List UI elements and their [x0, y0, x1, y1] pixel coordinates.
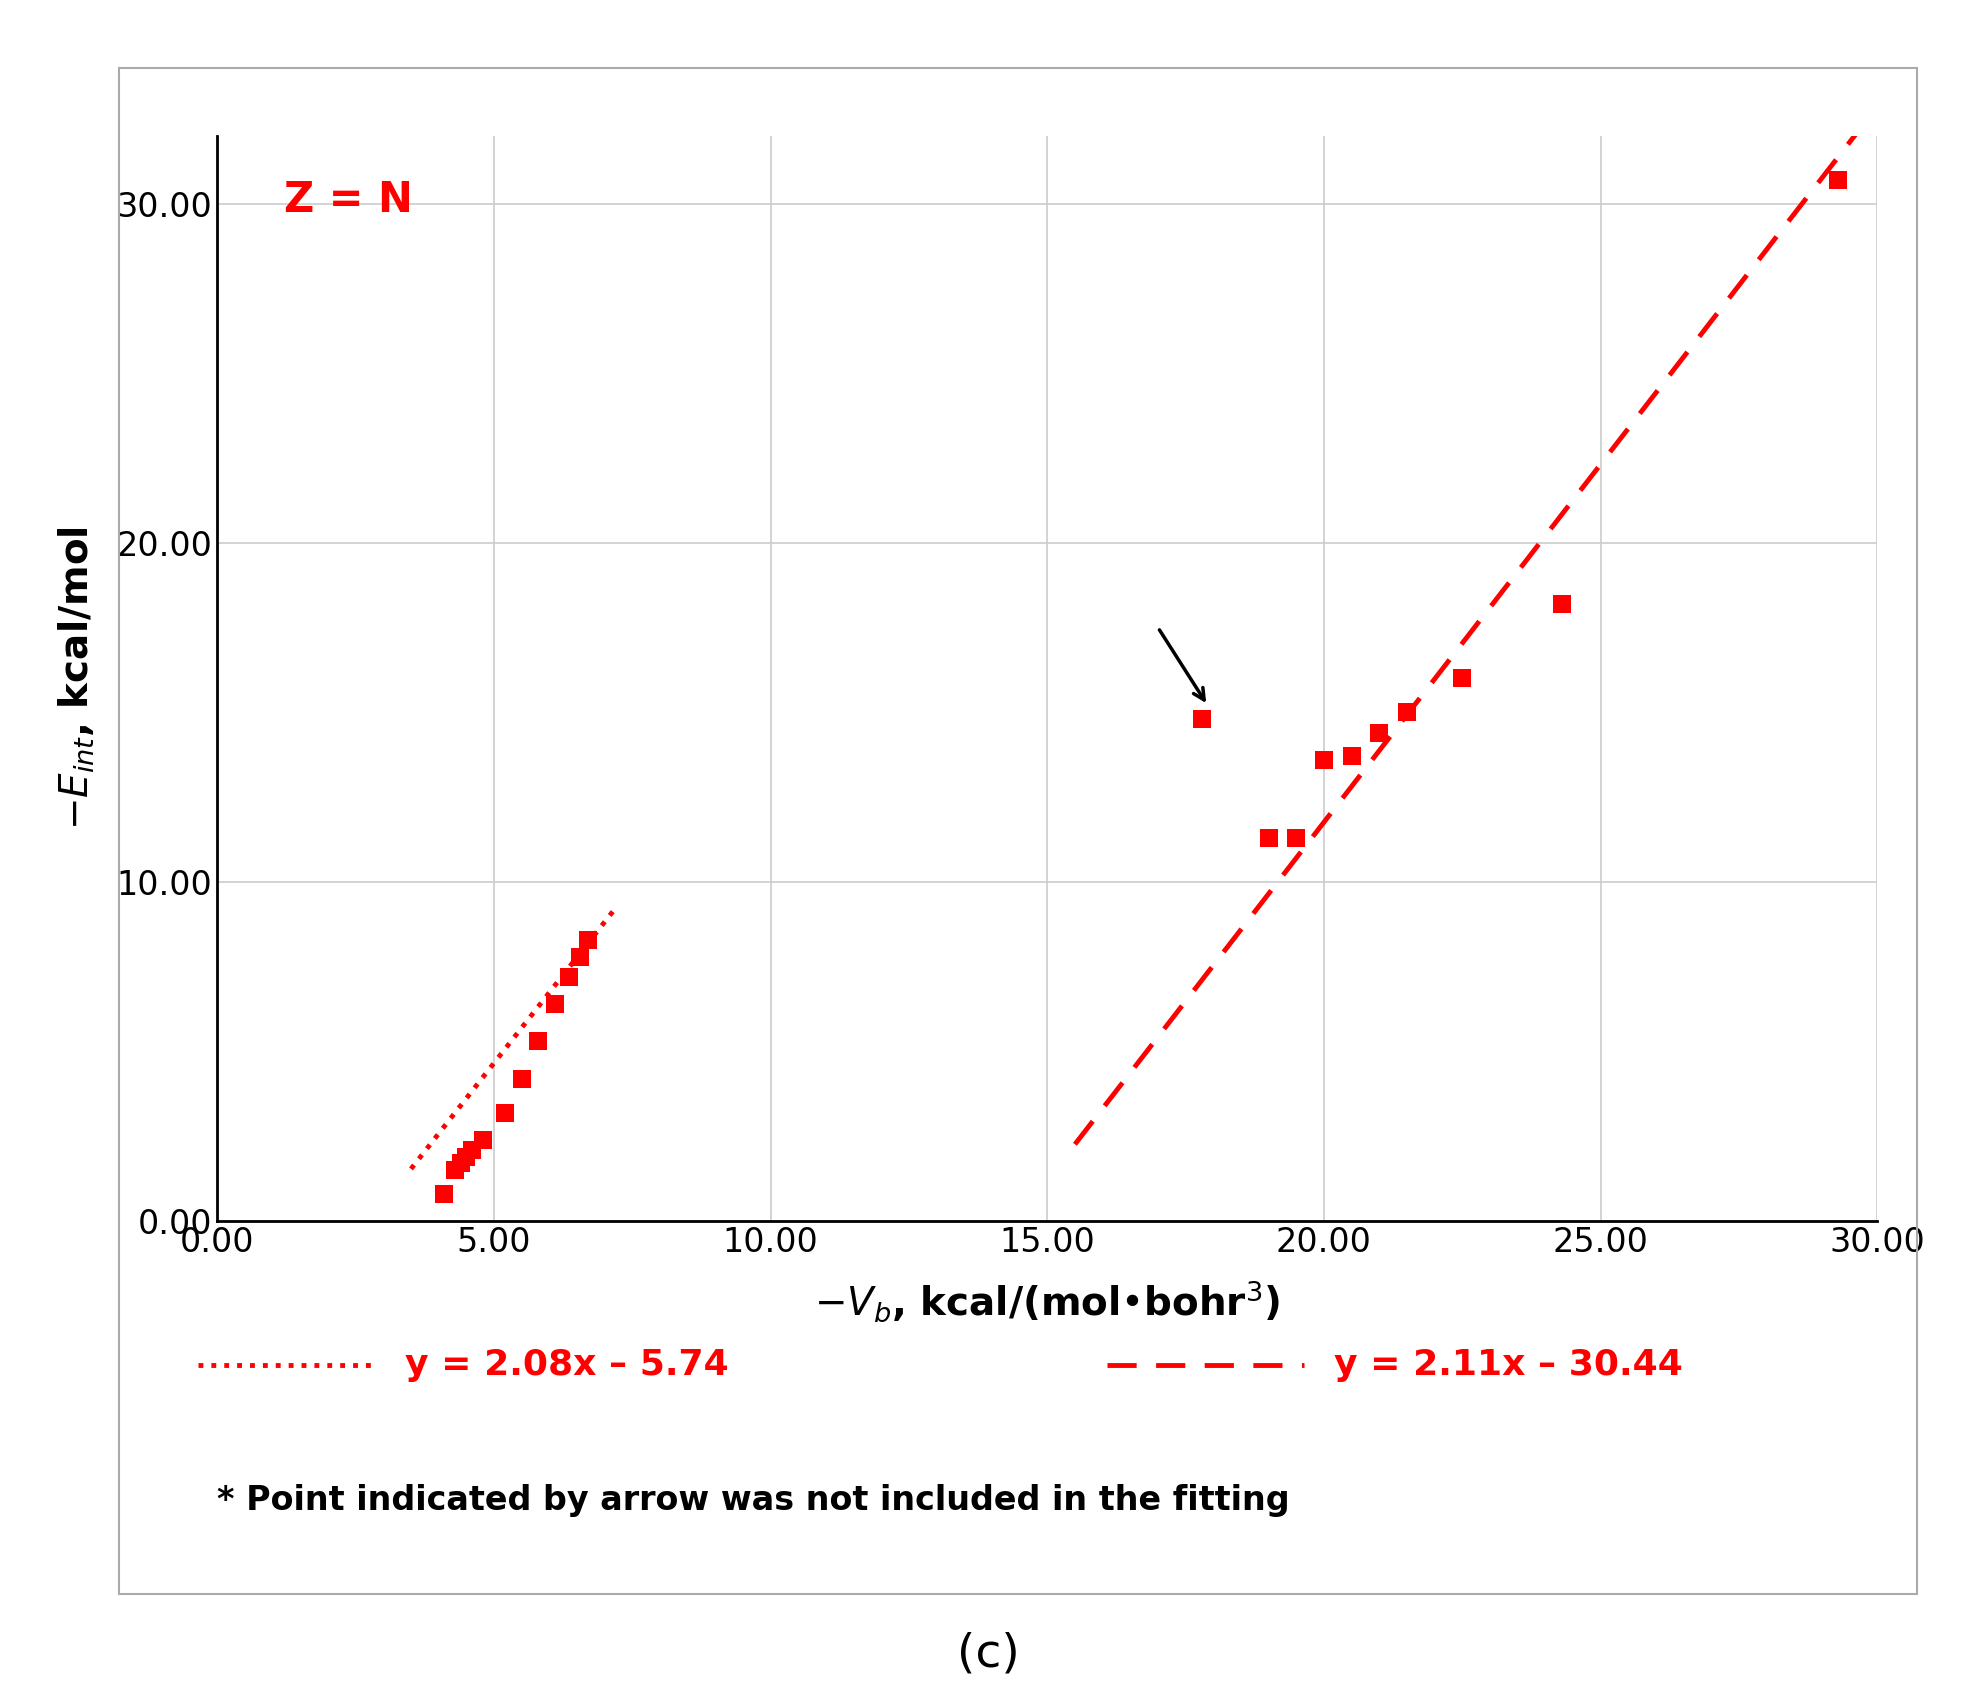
Point	[1545, 590, 1577, 617]
Point	[1336, 743, 1367, 770]
Text: (c): (c)	[956, 1632, 1020, 1676]
Point	[1822, 166, 1853, 193]
Point	[429, 1180, 460, 1208]
Point	[445, 1150, 476, 1177]
Point	[539, 990, 571, 1018]
Text: y = 2.11x – 30.44: y = 2.11x – 30.44	[1334, 1348, 1684, 1382]
Y-axis label: $-E_{int}$, kcal/mol: $-E_{int}$, kcal/mol	[57, 526, 97, 831]
Point	[1446, 665, 1478, 692]
X-axis label: $-V_b$, kcal/(mol•bohr$^3$): $-V_b$, kcal/(mol•bohr$^3$)	[814, 1279, 1280, 1323]
Point	[1308, 746, 1340, 773]
Point	[466, 1126, 498, 1153]
Text: * Point indicated by arrow was not included in the fitting: * Point indicated by arrow was not inclu…	[217, 1484, 1290, 1518]
Point	[439, 1157, 470, 1184]
Point	[563, 943, 595, 970]
Point	[1186, 706, 1217, 733]
Point	[451, 1143, 482, 1170]
Point	[490, 1099, 522, 1126]
Text: Z = N: Z = N	[285, 180, 413, 220]
Point	[1363, 719, 1395, 746]
Point	[456, 1136, 488, 1163]
Text: y = 2.08x – 5.74: y = 2.08x – 5.74	[405, 1348, 729, 1382]
Point	[522, 1028, 553, 1055]
Point	[506, 1065, 537, 1092]
Point	[573, 926, 605, 953]
Point	[553, 963, 585, 990]
Point	[1391, 699, 1423, 726]
Point	[1253, 824, 1284, 851]
Point	[1280, 824, 1312, 851]
